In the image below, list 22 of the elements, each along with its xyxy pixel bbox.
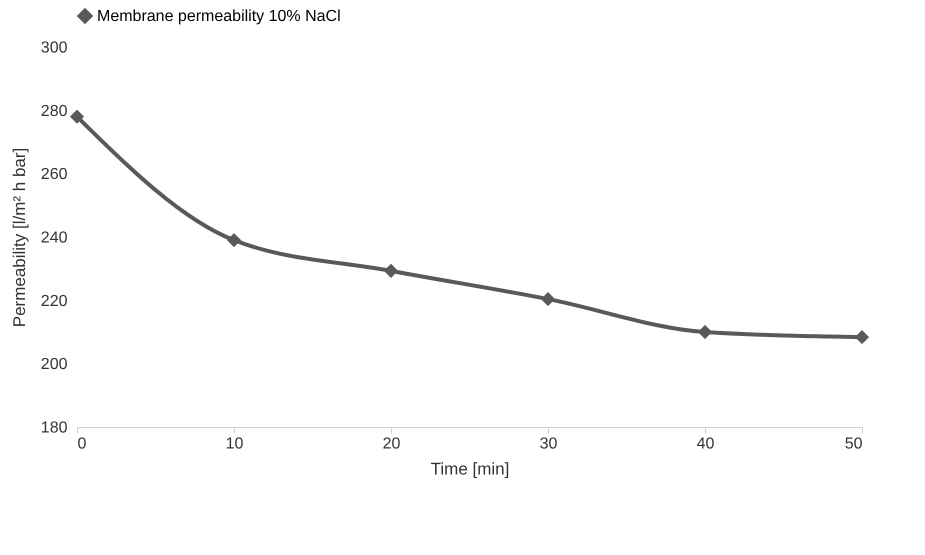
y-tick-label: 200: [40, 356, 68, 374]
point: [698, 324, 712, 340]
y-tick-label: 180: [40, 420, 68, 436]
y-tick-label: 240: [40, 230, 68, 246]
y-tick-label: 300: [40, 40, 68, 56]
y-tick-label: 280: [40, 102, 68, 120]
x-tick-label: 20: [382, 436, 400, 452]
point: [384, 264, 398, 278]
x-tick-label: 30: [540, 436, 558, 452]
point: [854, 330, 870, 344]
x-tick-label: 10: [226, 436, 244, 452]
legend-label: Membrane permeability 10% NaCl: [97, 8, 341, 25]
x-tick-label: 0: [78, 436, 86, 452]
x-tick-label: 50: [844, 436, 863, 452]
x-tick-label: 40: [696, 436, 714, 452]
y-tick-label: 260: [40, 166, 68, 184]
point: [70, 110, 84, 124]
point: [540, 292, 556, 306]
point: [226, 233, 242, 248]
y-axis-title: Permeability [l/m² h bar]: [10, 148, 29, 328]
y-tick-label: 220: [40, 292, 68, 310]
x-axis-title: Time [min]: [430, 460, 510, 478]
